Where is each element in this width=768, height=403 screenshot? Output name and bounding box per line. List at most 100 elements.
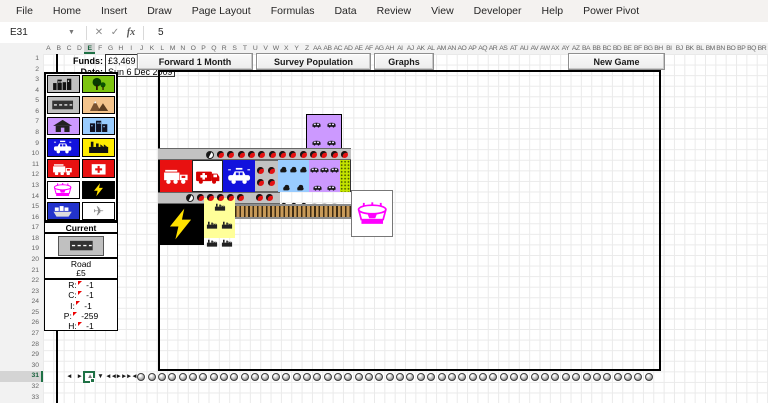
tool-commercial[interactable] [82,116,115,136]
row-header-4[interactable]: 4 [35,86,39,94]
col-header-AK[interactable]: AK [416,45,426,52]
col-header-BF[interactable]: BF [633,45,642,52]
ribbon-tab-page-layout[interactable]: Page Layout [191,5,251,17]
row-header-10[interactable]: 10 [31,150,39,158]
tool-industrial[interactable] [82,138,115,157]
name-box-chevron-icon[interactable]: ▼ [68,29,75,36]
col-header-O[interactable]: O [190,45,196,52]
tool-rocks[interactable] [82,95,115,115]
board-tile-stadium[interactable] [351,190,393,237]
name-box[interactable]: E31 [10,27,28,38]
row-header-8[interactable]: 8 [35,129,39,137]
col-header-Y[interactable]: Y [294,45,299,52]
col-header-BG[interactable]: BG [643,45,653,52]
col-header-BO[interactable]: BO [726,45,736,52]
ribbon-tab-file[interactable]: File [16,5,33,17]
row-header-20[interactable]: 20 [31,255,39,263]
col-header-AH[interactable]: AH [385,45,394,52]
row-header-14[interactable]: 14 [31,192,39,200]
col-header-S[interactable]: S [232,45,237,52]
fill-handle[interactable] [89,377,95,383]
ribbon-tab-formulas[interactable]: Formulas [270,5,315,17]
col-header-BB[interactable]: BB [592,45,601,52]
map-scroll-right[interactable]: ► [76,372,83,380]
col-header-AS[interactable]: AS [499,45,508,52]
col-header-AO[interactable]: AO [457,45,467,52]
row-header-22[interactable]: 22 [31,277,39,285]
col-header-AY[interactable]: AY [561,45,570,52]
tool-fire-station[interactable] [46,159,80,178]
col-header-AD[interactable]: AD [343,45,353,52]
map-scroll-fast-left[interactable]: ◄◄ [105,372,117,380]
ribbon-tab-help[interactable]: Help [541,5,564,17]
col-header-T[interactable]: T [242,45,247,52]
col-header-AW[interactable]: AW [539,45,550,52]
col-header-U[interactable]: U [252,45,258,52]
tool-power[interactable] [82,180,115,199]
board-tile-rail-line[interactable] [235,204,351,219]
ribbon-tab-review[interactable]: Review [376,5,412,17]
col-header-V[interactable]: V [263,45,268,52]
col-header-W[interactable]: W [272,45,279,52]
tool-residential[interactable] [46,116,80,136]
col-header-BM[interactable]: BM [705,45,716,52]
tool-road[interactable] [46,95,80,115]
row-header-19[interactable]: 19 [31,245,39,253]
row-header-11[interactable]: 11 [31,160,39,168]
col-header-AM[interactable]: AM [436,45,447,52]
ribbon-tab-insert[interactable]: Insert [100,5,128,17]
col-header-B[interactable]: B [56,45,61,52]
row-header-33[interactable]: 33 [31,393,39,401]
col-header-BP[interactable]: BP [737,45,746,52]
col-header-BQ[interactable]: BQ [747,45,756,52]
col-header-X[interactable]: X [284,45,289,52]
col-header-Z[interactable]: Z [304,45,309,52]
col-header-BI[interactable]: BI [666,45,672,52]
ribbon-tab-home[interactable]: Home [52,5,81,17]
col-header-AN[interactable]: AN [447,45,456,52]
forward-month-button[interactable]: Forward 1 Month [137,53,253,70]
col-header-AB[interactable]: AB [323,45,332,52]
col-header-AJ[interactable]: AJ [406,45,414,52]
col-header-BK[interactable]: BK [685,45,694,52]
row-header-2[interactable]: 2 [35,65,39,73]
survey-population-button[interactable]: Survey Population [256,53,371,70]
col-header-AG[interactable]: AG [374,45,384,52]
col-header-BJ[interactable]: BJ [675,45,683,52]
map-scroll-left[interactable]: ◄ [66,372,72,380]
ribbon-tab-power-pivot[interactable]: Power Pivot [583,5,640,17]
board-tile-road-junction[interactable] [255,160,278,192]
row-header-12[interactable]: 12 [31,171,39,179]
formula-value[interactable]: 5 [158,27,164,38]
row-header-1[interactable]: 1 [35,55,39,62]
col-header-BD[interactable]: BD [612,45,622,52]
col-header-BA[interactable]: BA [582,45,591,52]
row-header-21[interactable]: 21 [31,266,39,274]
col-header-AC[interactable]: AC [333,45,343,52]
col-header-AU[interactable]: AU [519,45,529,52]
row-header-27[interactable]: 27 [31,330,39,338]
col-header-BL[interactable]: BL [696,45,704,52]
row-header-3[interactable]: 3 [35,76,39,84]
col-header-BR[interactable]: BR [757,45,767,52]
cancel-icon[interactable]: ✕ [94,27,104,38]
board-tile-hospital[interactable] [192,160,223,192]
row-header-26[interactable]: 26 [31,319,39,327]
insert-function-icon[interactable]: fx [126,27,136,38]
col-header-I[interactable]: I [130,45,132,52]
ribbon-tab-developer[interactable]: Developer [473,5,522,17]
row-header-9[interactable]: 9 [35,139,39,147]
row-header-31[interactable]: 31 [0,371,43,382]
board-tile-green-strip[interactable] [340,160,351,192]
board-tile-power-plant[interactable] [158,204,204,245]
row-header-17[interactable]: 17 [31,224,39,232]
tool-hospital[interactable] [82,159,115,178]
row-header-6[interactable]: 6 [35,107,39,115]
col-header-AV[interactable]: AV [530,45,539,52]
row-header-32[interactable]: 32 [31,382,39,390]
map-scroll-fast-right[interactable]: ►► [115,372,127,380]
board-tile-police-station[interactable] [223,160,255,192]
col-header-AF[interactable]: AF [364,45,373,52]
row-header-29[interactable]: 29 [31,351,39,359]
row-header-23[interactable]: 23 [31,287,39,295]
